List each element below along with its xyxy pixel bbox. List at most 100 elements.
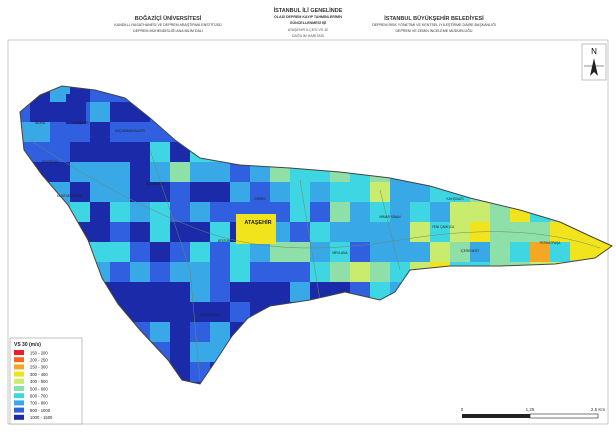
vs30-cell (390, 342, 410, 362)
vs30-cell (130, 282, 150, 302)
vs30-cell (310, 182, 330, 202)
vs30-cell (510, 102, 530, 122)
vs30-cell (510, 86, 530, 102)
vs30-cell (210, 86, 230, 102)
vs30-cell (370, 242, 390, 262)
vs30-cell (290, 122, 310, 142)
legend-swatch (14, 400, 24, 406)
vs30-cell (490, 342, 510, 362)
vs30-cell (490, 202, 510, 222)
vs30-cell (510, 222, 530, 242)
vs30-cell (610, 182, 612, 202)
vs30-cell (30, 202, 50, 222)
vs30-cell (350, 182, 370, 202)
vs30-cell (210, 122, 230, 142)
vs30-cell (130, 182, 150, 202)
vs30-cell (570, 86, 590, 102)
vs30-cell (50, 102, 70, 122)
vs30-cell (270, 322, 290, 342)
vs30-cell (110, 222, 130, 242)
vs30-cell (70, 122, 90, 142)
vs30-cell (570, 362, 590, 382)
vs30-cell (270, 102, 290, 122)
vs30-cell (330, 102, 350, 122)
vs30-cell (370, 122, 390, 142)
vs30-cell (470, 302, 490, 322)
vs30-cell (130, 322, 150, 342)
vs30-cell (450, 322, 470, 342)
vs30-cell (610, 222, 612, 242)
vs30-cell (310, 142, 330, 162)
vs30-cell (50, 242, 70, 262)
vs30-cell (530, 322, 550, 342)
vs30-cell (470, 282, 490, 302)
vs30-cell (410, 142, 430, 162)
vs30-cell (350, 322, 370, 342)
vs30-cell (550, 322, 570, 342)
legend-swatch (14, 386, 24, 391)
vs30-cell (390, 142, 410, 162)
vs30-cell (210, 382, 230, 384)
vs30-cell (30, 262, 50, 282)
vs30-cell (530, 362, 550, 382)
vs30-cell (490, 382, 510, 384)
vs30-cell (130, 162, 150, 182)
legend-swatch (14, 393, 24, 399)
vs30-cell (490, 182, 510, 202)
vs30-cell (210, 182, 230, 202)
road (149, 149, 401, 381)
vs30-cell (150, 122, 170, 142)
vs30-cell (370, 222, 390, 242)
vs30-cell (330, 382, 350, 384)
vs30-cell (30, 282, 50, 302)
vs30-cell (410, 182, 430, 202)
vs30-cell (550, 162, 570, 182)
vs30-cell (590, 162, 610, 182)
vs30-cell (390, 86, 410, 102)
vs30-cell (110, 342, 130, 362)
vs30-cell (530, 86, 550, 102)
vs30-cell (510, 302, 530, 322)
vs30-cell (30, 182, 50, 202)
vs30-cell (370, 302, 390, 322)
vs30-cell (370, 322, 390, 342)
vs30-cell (610, 122, 612, 142)
neighborhood-label: MİMAR SİNAN (379, 214, 401, 219)
vs30-cell (390, 242, 410, 262)
neighborhood-label: BARBAROS (146, 182, 164, 186)
vs30-cell (550, 142, 570, 162)
vs30-cell (390, 122, 410, 142)
vs30-cell (510, 282, 530, 302)
vs30-cell (530, 122, 550, 142)
scale-bar: 0 1,25 2,5 Km (461, 407, 605, 419)
vs30-cell (430, 122, 450, 142)
vs30-cell (430, 362, 450, 382)
vs30-cell (610, 282, 612, 302)
vs30-cell (190, 262, 210, 282)
legend-swatch (14, 371, 24, 377)
vs30-cell (230, 162, 250, 182)
vs30-cell (550, 302, 570, 322)
vs30-cell (250, 86, 270, 102)
map-frame (7, 39, 609, 425)
vs30-cell (330, 122, 350, 142)
neighborhood-label: ATATÜRK (218, 239, 233, 243)
vs30-cell (110, 142, 130, 162)
vs30-cell (610, 86, 612, 102)
header-text: DEPREM RİSK YÖNETİMİ VE KENTSEL İYİLEŞTİ… (372, 22, 496, 27)
vs30-cell (150, 162, 170, 182)
vs30-cell (150, 202, 170, 222)
vs30-cell (90, 142, 110, 162)
vs30-cell (570, 102, 590, 122)
vs30-cell (290, 342, 310, 362)
vs30-cell (190, 222, 210, 242)
vs30-cell (450, 122, 470, 142)
vs30-cell (130, 302, 150, 322)
vs30-cell (590, 342, 610, 362)
vs30-cell (170, 362, 190, 382)
vs30-cell (130, 142, 150, 162)
vs30-cell (350, 162, 370, 182)
header-subtext: DAĞILIM HARİTASI (292, 33, 324, 38)
neighborhood-label: YENİŞEHİR (71, 120, 89, 125)
